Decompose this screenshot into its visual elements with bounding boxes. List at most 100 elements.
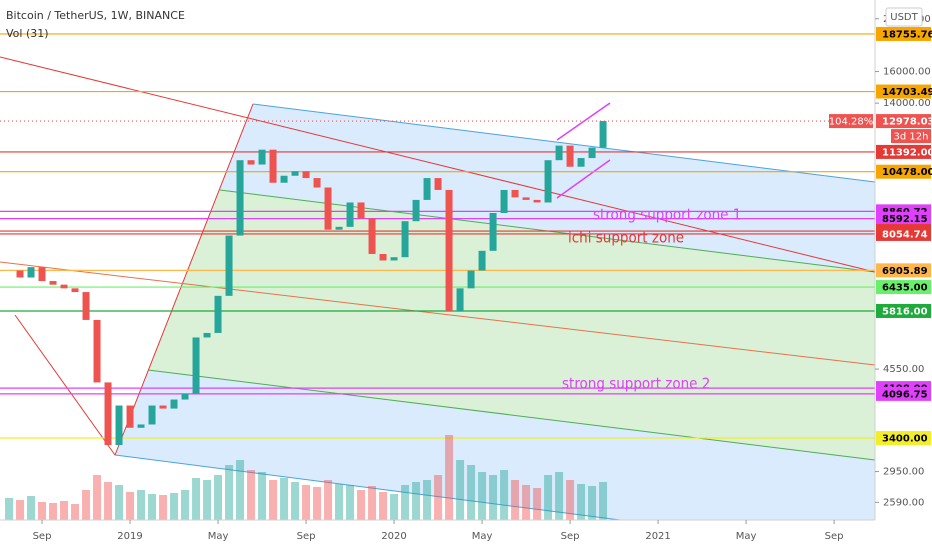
x-tick-label: Sep (33, 531, 52, 542)
volume-bar (170, 493, 179, 520)
volume-bar (390, 494, 399, 520)
countdown: 3d 12h (894, 132, 929, 143)
level-label: 10478.00 (882, 167, 932, 178)
y-tick-label: 2590.00 (883, 497, 924, 508)
candle-body (16, 270, 24, 278)
volume-bar (599, 482, 608, 520)
volume-bar (412, 482, 421, 520)
level-label-box (876, 144, 931, 159)
candle-body (478, 250, 486, 271)
level-label-box (876, 263, 931, 278)
trend-line (114, 103, 254, 456)
level-label: 18755.76 (882, 29, 932, 40)
level-label: 8592.15 (882, 214, 928, 225)
x-tick-label: 2021 (645, 531, 670, 542)
candle-body (203, 332, 211, 338)
trend-line (14, 314, 116, 456)
volume-bar (566, 480, 575, 520)
change-box (829, 114, 873, 129)
candle-body (379, 253, 387, 261)
candle-body (434, 178, 442, 190)
countdown-box (891, 129, 931, 144)
volume-bar (291, 482, 300, 520)
candle-body (555, 145, 563, 161)
candle-body (368, 218, 376, 254)
volume-bar (511, 480, 520, 520)
levels (0, 33, 875, 439)
volume-bar (269, 480, 278, 520)
x-tick-label: Sep (825, 531, 844, 542)
volume-bar (93, 475, 102, 520)
volume-bar (302, 485, 311, 520)
wedge-line (556, 102, 611, 141)
level-label-box (876, 26, 931, 41)
volume-bar (500, 470, 509, 520)
candle-body (181, 393, 189, 400)
volume-bar (401, 485, 410, 520)
volume-bar (335, 484, 344, 520)
trend-line (0, 261, 876, 366)
channel-upper (252, 103, 876, 183)
level-label-box (876, 386, 931, 401)
candle-body (71, 288, 79, 293)
candle-body (533, 199, 541, 203)
candle-body (522, 197, 530, 200)
volume-bar (445, 435, 454, 520)
candle-body (511, 189, 519, 198)
candle-body (291, 171, 299, 176)
candle-body (38, 267, 46, 282)
candle-body (489, 212, 497, 251)
currency-button[interactable] (885, 7, 923, 27)
annotation: strong support zone 2 (562, 375, 710, 393)
volume-bar (104, 482, 113, 520)
annotation: ichi support zone (568, 229, 684, 247)
level-label: 12978.03 (882, 117, 932, 128)
x-tick-label: May (208, 531, 229, 542)
level-label-box (876, 114, 931, 129)
candle-body (148, 405, 156, 425)
level-label: 6435.00 (882, 283, 928, 294)
level-label: 6905.89 (882, 266, 928, 277)
x-tick-label: 2020 (381, 531, 406, 542)
trend-line (0, 56, 876, 273)
volume-bar (115, 485, 124, 520)
volume-bar (258, 472, 267, 520)
candle-body (544, 160, 552, 203)
volume-bar (49, 503, 58, 520)
currency[interactable]: USDT (890, 12, 918, 23)
candle-body (225, 235, 233, 296)
level-label: 5816.00 (882, 306, 928, 317)
volume-bar (577, 484, 586, 520)
volume-bar (368, 486, 377, 520)
axis-labels: 20000.0016000.0014000.004550.002950.0025… (33, 14, 932, 542)
volume-bar (148, 494, 157, 520)
volume-bar (478, 472, 487, 520)
volume-bar (225, 465, 234, 520)
candle-body (115, 405, 123, 446)
volume-bar (16, 500, 25, 520)
y-tick-label: 16000.00 (883, 67, 931, 78)
candle-body (500, 189, 508, 213)
candle-body (335, 226, 343, 230)
volume-bar (346, 485, 355, 520)
candle-body (456, 288, 464, 312)
volume-bar (236, 460, 245, 520)
candle-body (258, 149, 266, 165)
y-tick-label: 14000.00 (883, 98, 931, 109)
candle-body (390, 257, 398, 261)
volume-bar (181, 490, 190, 520)
y-tick-label: 2950.00 (883, 467, 924, 478)
candle-body (412, 199, 420, 222)
x-tick-label: May (472, 531, 493, 542)
median-line (147, 369, 876, 461)
candle-body (445, 189, 453, 312)
y-tick-label: 4550.00 (883, 364, 924, 375)
x-tick-label: Sep (297, 531, 316, 542)
candle-body (324, 187, 332, 230)
level-label: 14703.49 (882, 87, 932, 98)
volume-bar (126, 492, 135, 520)
candle-body (214, 295, 222, 333)
candle-body (313, 178, 321, 188)
volume-bar (159, 495, 168, 520)
